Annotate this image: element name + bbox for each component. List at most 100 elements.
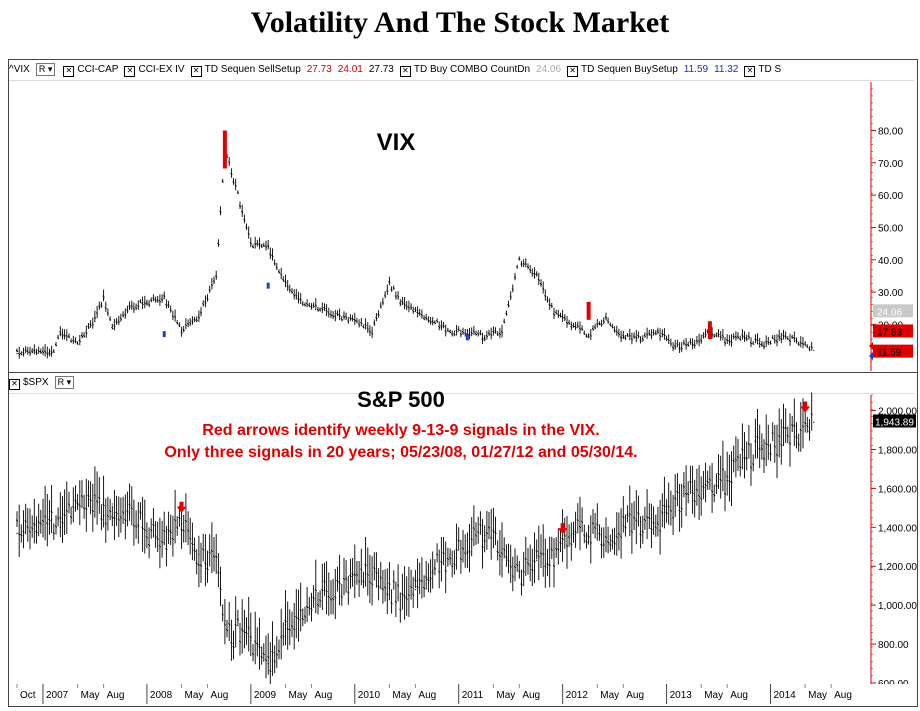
- x-tick-label: 2010: [358, 690, 381, 701]
- annotation-line: Only three signals in 20 years; 05/23/08…: [164, 444, 637, 461]
- data-point: [536, 559, 538, 562]
- data-point: [94, 317, 96, 319]
- data-point: [215, 275, 217, 277]
- data-point: [302, 608, 304, 610]
- data-point: [371, 573, 373, 575]
- x-tick-label: Aug: [522, 690, 540, 701]
- legend-toggle-icon[interactable]: ✕: [190, 66, 202, 77]
- data-point: [232, 633, 235, 635]
- signal-arrow-icon: [800, 401, 811, 413]
- data-point: [51, 518, 53, 521]
- data-point: [657, 520, 659, 523]
- buy-setup-marker: [465, 334, 469, 341]
- x-tick-label: May: [185, 690, 204, 701]
- data-point: [778, 336, 780, 338]
- x-tick-label: Aug: [107, 690, 125, 701]
- data-point: [726, 340, 728, 342]
- data-point: [813, 421, 815, 423]
- data-point: [691, 343, 694, 345]
- y-tick-label: 1,800.00: [878, 445, 917, 456]
- y-tick-label: 1,000.00: [878, 601, 917, 612]
- spx-chart-pane[interactable]: ✕ $SPX R ▾ 2,000.00 1,800.00 1,600.00 1,400.0…: [8, 372, 918, 686]
- spx-legend: ✕ $SPX R ▾: [9, 373, 914, 394]
- x-tick-label: 2009: [254, 690, 277, 701]
- data-point: [726, 480, 728, 482]
- data-point: [354, 581, 356, 583]
- data-point: [397, 596, 399, 598]
- data-point: [743, 458, 746, 460]
- data-point: [795, 340, 798, 342]
- page-title: Volatility And The Stock Market: [250, 6, 670, 39]
- y-tick-label: 1,200.00: [878, 562, 917, 573]
- data-point: [501, 548, 503, 550]
- data-point: [77, 505, 79, 507]
- data-point: [536, 275, 538, 277]
- data-point: [691, 489, 694, 491]
- data-point: [588, 333, 590, 335]
- last-price-label: 1,943.89: [875, 417, 914, 428]
- x-tick-label: Aug: [418, 690, 436, 701]
- x-tick-label: 2013: [670, 690, 693, 701]
- data-point: [241, 210, 243, 212]
- legend-symbol: $SPX: [23, 377, 49, 388]
- data-point: [33, 524, 35, 526]
- spx-chart-title: S&P 500: [357, 387, 445, 412]
- x-tick-label: Aug: [211, 690, 229, 701]
- legend-toggle-icon[interactable]: ✕: [9, 379, 20, 390]
- data-point: [674, 346, 676, 348]
- data-point: [743, 336, 746, 338]
- price-label-box: [873, 344, 913, 358]
- data-point: [146, 301, 148, 303]
- legend-toggle-icon[interactable]: ✕: [744, 66, 756, 77]
- x-tick-label: May: [808, 690, 827, 701]
- data-point: [232, 178, 235, 180]
- data-point: [103, 297, 105, 300]
- legend-toggle-icon[interactable]: ✕: [63, 66, 75, 77]
- data-point: [466, 330, 468, 332]
- legend-r-dropdown[interactable]: R ▾: [54, 376, 75, 389]
- legend-toggle-icon[interactable]: ✕: [567, 66, 579, 77]
- data-point: [163, 542, 165, 544]
- signal-arrow-icon: [557, 523, 568, 535]
- x-tick-label: Aug: [834, 690, 852, 701]
- data-point: [128, 513, 131, 515]
- y-tick-label: 1,600.00: [878, 484, 917, 495]
- data-point: [284, 624, 287, 626]
- annotation-line: Red arrows identify weekly 9-13-9 signal…: [202, 422, 599, 439]
- data-point: [198, 314, 200, 316]
- data-point: [319, 592, 321, 595]
- data-point: [449, 553, 451, 556]
- data-point: [59, 333, 61, 335]
- data-point: [657, 330, 659, 332]
- data-point: [432, 569, 434, 571]
- legend-item-value: 24.06: [536, 64, 562, 75]
- data-point: [241, 627, 243, 630]
- legend-item-value: 24.01: [337, 64, 363, 75]
- y-tick-label: 40.00: [878, 256, 903, 267]
- y-tick-label: 2,000.00: [878, 407, 917, 418]
- price-label-text: 24.06: [877, 307, 902, 318]
- legend-item-value: 11.59: [683, 64, 709, 75]
- x-axis-svg: Oct 2007 May Aug 2008 May Aug 2009 May Aug 2010 May…: [16, 684, 852, 704]
- vix-chart-pane[interactable]: ^VIX R ▾ ✕ CCI-CAP ✕ CCI-EX IV ✕ TD Sequen Sell…: [8, 59, 918, 373]
- x-tick-label: Aug: [626, 690, 644, 701]
- spx-chart: 2,000.00 1,800.00 1,600.00 1,400.00 1,200.00…: [16, 387, 917, 685]
- legend-toggle-icon[interactable]: ✕: [399, 66, 411, 77]
- x-tick-label: May: [496, 690, 515, 701]
- legend-item-label: TD S: [758, 64, 782, 75]
- legend-r-dropdown[interactable]: R ▾: [35, 63, 56, 76]
- data-point: [449, 330, 451, 332]
- data-point: [146, 530, 148, 532]
- signal-arrow-icon: [176, 501, 187, 513]
- y-tick-label: 50.00: [878, 223, 903, 234]
- data-point: [224, 620, 226, 622]
- price-label-box: [873, 304, 913, 318]
- data-point: [674, 505, 676, 507]
- data-point: [709, 483, 711, 486]
- x-tick-label: May: [704, 690, 723, 701]
- x-tick-label: May: [288, 690, 307, 701]
- x-tick-label: May: [81, 690, 100, 701]
- data-point: [284, 281, 287, 284]
- price-label-text: 11.59: [877, 348, 902, 359]
- legend-toggle-icon[interactable]: ✕: [124, 66, 136, 77]
